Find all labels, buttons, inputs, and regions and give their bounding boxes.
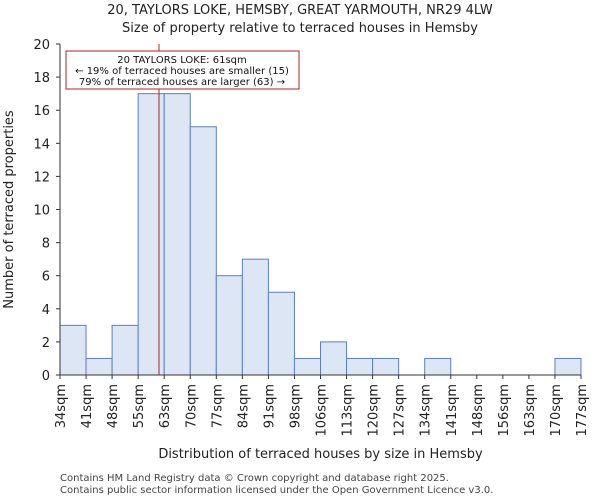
- x-tick-label-148sqm: 148sqm: [471, 384, 486, 437]
- y-tick-label-14: 14: [33, 137, 50, 152]
- x-tick-label-48sqm: 48sqm: [106, 384, 121, 428]
- x-tick-label-163sqm: 163sqm: [523, 384, 538, 437]
- bar-34sqm: [59, 324, 87, 376]
- y-tick-label-12: 12: [33, 170, 50, 185]
- chart-title-line2: Size of property relative to terraced ho…: [122, 21, 478, 36]
- bar-70sqm: [189, 126, 217, 376]
- y-tick-label-0: 0: [42, 369, 50, 384]
- x-tick-label-170sqm: 170sqm: [549, 384, 564, 437]
- bar-106sqm: [320, 341, 348, 376]
- bar-91sqm: [267, 291, 295, 376]
- x-axis-label: Distribution of terraced houses by size …: [158, 447, 483, 462]
- x-tick-label-70sqm: 70sqm: [184, 384, 199, 428]
- footer-line1: Contains HM Land Registry data © Crown c…: [60, 473, 449, 484]
- bar-55sqm: [137, 93, 165, 376]
- annotation-box: [65, 50, 300, 90]
- x-tick-label-84sqm: 84sqm: [236, 384, 251, 428]
- y-tick-label-8: 8: [42, 237, 50, 252]
- chart-title-line1: 20, TAYLORS LOKE, HEMSBY, GREAT YARMOUTH…: [107, 3, 493, 18]
- annotation-line2: ← 19% of terraced houses are smaller (15…: [75, 66, 289, 77]
- y-tick-label-2: 2: [42, 336, 50, 351]
- x-tick-label-177sqm: 177sqm: [575, 384, 590, 437]
- y-tick-label-6: 6: [42, 270, 50, 285]
- x-tick-label-134sqm: 134sqm: [419, 384, 434, 437]
- annotation-line1: 20 TAYLORS LOKE: 61sqm: [117, 55, 247, 66]
- bar-98sqm: [293, 357, 322, 376]
- x-tick-label-120sqm: 120sqm: [367, 384, 382, 437]
- footer-line2: Contains public sector information licen…: [60, 485, 494, 496]
- y-tick-label-20: 20: [33, 38, 50, 53]
- x-tick-label-34sqm: 34sqm: [54, 384, 69, 428]
- bar-77sqm: [215, 275, 243, 376]
- annotation-line3: 79% of terraced houses are larger (63) →: [79, 77, 285, 88]
- bar-113sqm: [346, 357, 374, 376]
- x-tick-label-55sqm: 55sqm: [132, 384, 147, 428]
- x-tick-label-106sqm: 106sqm: [315, 384, 330, 437]
- x-tick-label-156sqm: 156sqm: [497, 384, 512, 437]
- bar-134sqm: [424, 357, 452, 376]
- x-tick-label-63sqm: 63sqm: [158, 384, 173, 428]
- bar-63sqm: [163, 93, 191, 376]
- x-tick-label-141sqm: 141sqm: [445, 384, 460, 437]
- y-tick-label-10: 10: [33, 204, 50, 219]
- bar-120sqm: [372, 357, 400, 376]
- y-tick-label-16: 16: [33, 104, 50, 119]
- x-tick-label-77sqm: 77sqm: [210, 384, 225, 428]
- x-tick-label-91sqm: 91sqm: [262, 384, 277, 428]
- bar-48sqm: [111, 324, 139, 376]
- y-axis-label: Number of terraced properties: [2, 110, 17, 309]
- bar-170sqm: [554, 357, 582, 376]
- bar-41sqm: [85, 357, 113, 376]
- y-tick-label-4: 4: [42, 303, 50, 318]
- bar-84sqm: [241, 258, 269, 376]
- x-tick-label-41sqm: 41sqm: [80, 384, 95, 428]
- x-tick-label-113sqm: 113sqm: [341, 384, 356, 437]
- y-tick-label-18: 18: [33, 71, 50, 86]
- x-tick-label-98sqm: 98sqm: [288, 384, 303, 428]
- x-tick-label-127sqm: 127sqm: [393, 384, 408, 437]
